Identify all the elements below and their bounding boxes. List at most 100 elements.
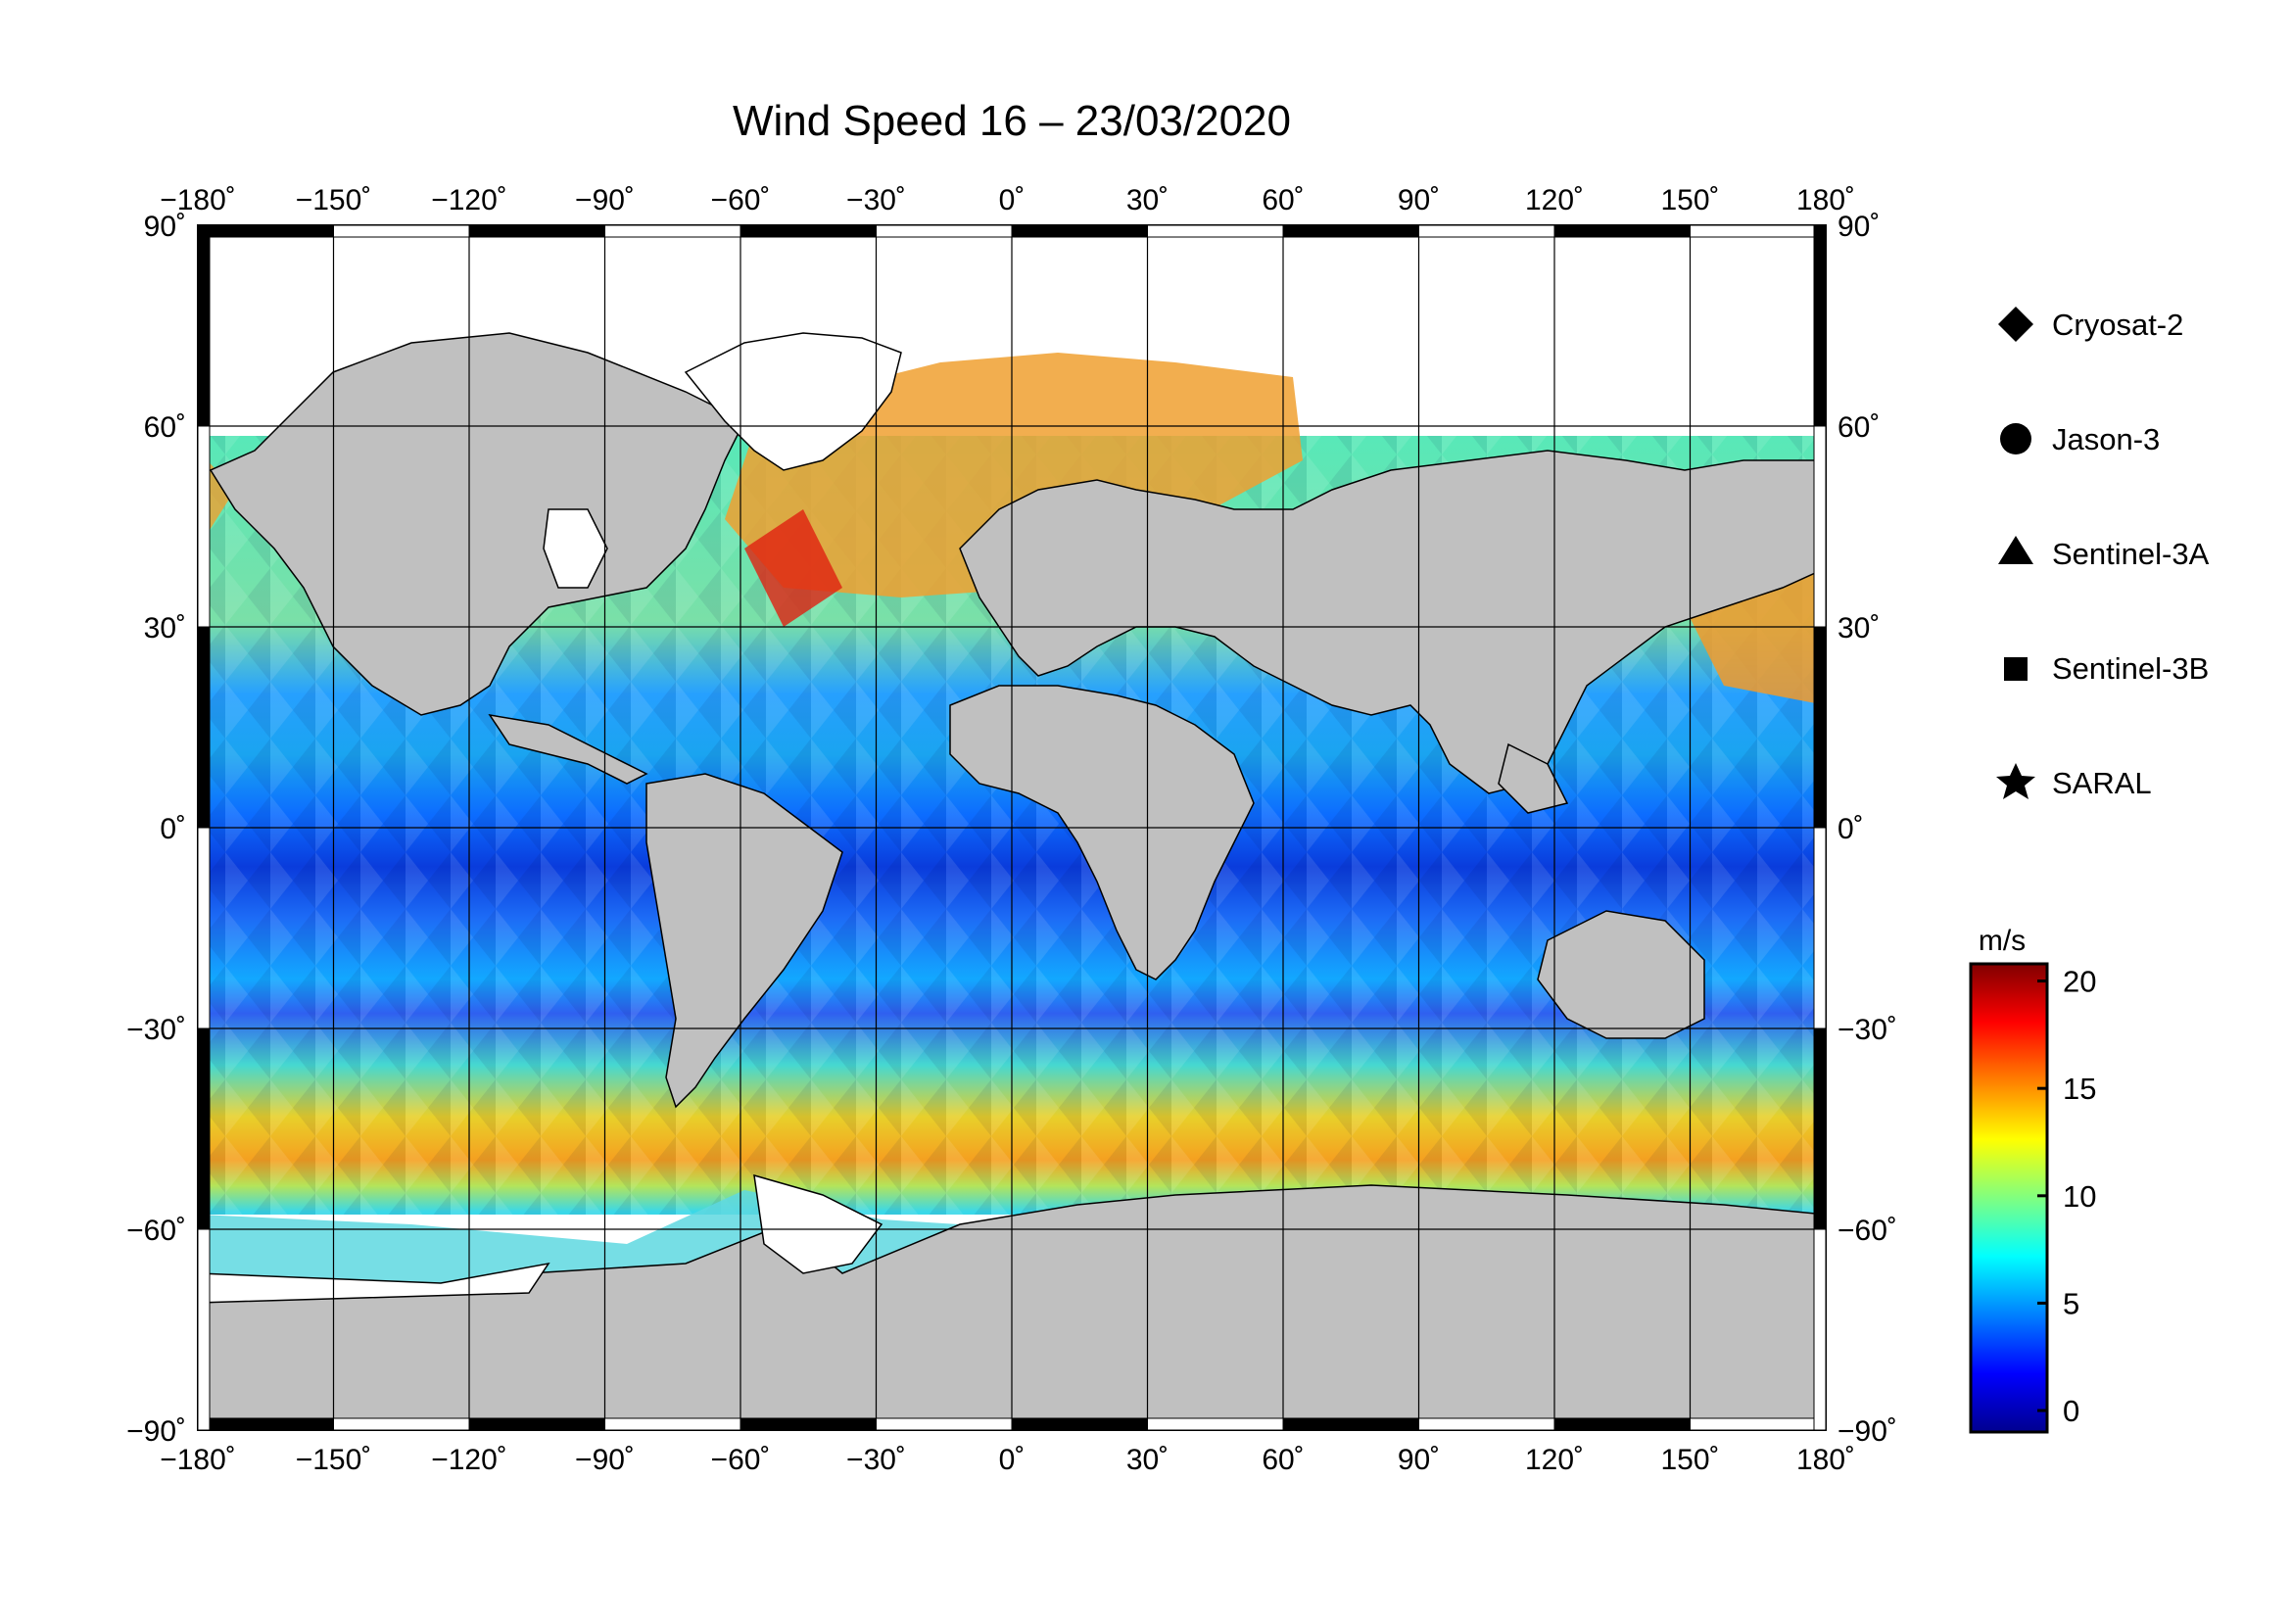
frame-bar-right [1813,224,1827,427]
lat-tick-label-left: 30˚ [144,612,186,645]
frame-bar-top [604,224,741,238]
frame-bar-right [1813,626,1827,829]
lon-tick-label-top: −60˚ [711,184,771,216]
lat-tick-label-right: −60˚ [1838,1215,1897,1247]
lat-tick-label-right: −90˚ [1838,1415,1897,1448]
legend-label-sentinel-3b: Sentinel-3B [2052,651,2209,686]
lon-tick-label-bottom: −30˚ [846,1444,906,1476]
ross-ice-shelf [198,1262,550,1304]
lon-tick-label-bottom: 180˚ [1796,1444,1855,1476]
map-content [198,225,1826,1430]
frame-bar-top [1147,224,1284,238]
frame-bar-bottom [1690,1417,1827,1431]
legend-item-sentinel-3a: Sentinel-3A [1998,536,2210,571]
lat-tick-label-left: −90˚ [126,1415,186,1448]
lon-tick-label-top: 150˚ [1660,184,1719,216]
lon-tick-label-top: −30˚ [846,184,906,216]
frame-bar-bottom [1011,1417,1148,1431]
frame-bar-left [197,827,211,1029]
frame-bar-bottom [468,1417,605,1431]
colorbar-ticks: 20 15 10 5 0 [2037,965,2096,1428]
map-title: Wind Speed 16 – 23/03/2020 [733,97,1291,145]
frame-bar-right [1813,827,1827,1029]
africa-land [949,685,1255,980]
frame-bar-left [197,224,211,427]
frame-bar-bottom [197,1417,334,1431]
lon-tick-label-bottom: 150˚ [1660,1444,1719,1476]
frame-bar-top [1690,224,1827,238]
legend-item-jason-3: Jason-3 [2000,422,2160,456]
lon-tick-label-top: −150˚ [296,184,372,216]
frame-bar-top [197,224,334,238]
frame-bar-right [1813,1228,1827,1431]
central-america-land [488,713,648,785]
frame-bar-right [1813,1027,1827,1230]
lon-tick-label-top: 0˚ [999,184,1026,216]
frame-bar-left [197,425,211,628]
square-icon [2004,657,2028,681]
graticule [198,225,1826,1430]
legend-label-saral: SARAL [2052,766,2152,800]
triangle-icon [1998,536,2033,564]
lat-tick-label-left: −30˚ [126,1014,186,1046]
lon-tick-label-top: 60˚ [1262,184,1304,216]
lat-tick-label-left: −60˚ [126,1215,186,1247]
lon-tick-label-bottom: 30˚ [1126,1444,1169,1476]
frame-bar-bottom [333,1417,470,1431]
frame-bar-bottom [740,1417,877,1431]
lon-tick-label-bottom: −60˚ [711,1444,771,1476]
hudson-bay [543,508,608,589]
diamond-icon [1998,307,2033,342]
frame-bar-top [1282,224,1419,238]
legend-label-cryosat-2: Cryosat-2 [2052,308,2183,342]
lat-tick-label-right: 0˚ [1838,813,1864,845]
star-icon [1996,763,2035,799]
lon-tick-label-bottom: −150˚ [296,1444,372,1476]
longitude-labels-top: −180˚ −150˚ −120˚ −90˚ −60˚ −30˚ 0˚ 30˚ 60˚ 90˚ 12… [160,184,1855,216]
southeast-asia-land [1498,742,1569,814]
lon-tick-label-bottom: −90˚ [575,1444,635,1476]
lon-tick-label-bottom: 120˚ [1525,1444,1584,1476]
frame-bar-left [197,626,211,829]
legend-label-sentinel-3a: Sentinel-3A [2052,537,2210,571]
frame-bar-bottom [1553,1417,1691,1431]
colorbar-tick-label: 0 [2063,1394,2079,1428]
frame-bar-top [1418,224,1555,238]
lat-tick-label-left: 0˚ [160,813,186,845]
lon-tick-label-top: −120˚ [431,184,507,216]
frame-bar-top [876,224,1013,238]
frame-bar-top [740,224,877,238]
lon-tick-label-top: 180˚ [1796,184,1855,216]
frame-bar-left [197,1228,211,1431]
lon-tick-label-bottom: 60˚ [1262,1444,1304,1476]
longitude-labels-bottom: −180˚ −150˚ −120˚ −90˚ −60˚ −30˚ 0˚ 30˚ 60˚ 90˚ 12… [160,1444,1855,1476]
frame-bar-left [197,1027,211,1230]
lat-tick-label-right: −30˚ [1838,1014,1897,1046]
lat-tick-label-left: 90˚ [144,211,186,243]
legend-item-sentinel-3b: Sentinel-3B [2004,651,2209,686]
lon-tick-label-bottom: −180˚ [160,1444,236,1476]
frame-bar-bottom [604,1417,741,1431]
lon-tick-label-top: 120˚ [1525,184,1584,216]
frame-bar-right [1813,425,1827,628]
lon-tick-label-bottom: −120˚ [431,1444,507,1476]
colorbar-tick-label: 20 [2063,965,2096,999]
lat-tick-label-right: 90˚ [1838,211,1880,243]
colorbar-tick-label: 10 [2063,1179,2096,1214]
colorbar-tick-label: 5 [2063,1286,2079,1320]
lon-tick-label-top: 90˚ [1398,184,1440,216]
frame-bar-top [333,224,470,238]
frame-bar-top [1553,224,1691,238]
legend-item-cryosat-2: Cryosat-2 [1998,307,2183,342]
lon-tick-label-bottom: 0˚ [999,1444,1026,1476]
lat-tick-label-right: 60˚ [1838,411,1880,444]
lon-tick-label-top: −90˚ [575,184,635,216]
frame-bar-top [1011,224,1148,238]
lon-tick-label-top: 30˚ [1126,184,1169,216]
frame-bar-bottom [1282,1417,1419,1431]
lon-tick-label-top: −180˚ [160,184,236,216]
map-panel: −180˚ −150˚ −120˚ −90˚ −60˚ −30˚ 0˚ 30˚ 60˚ 90˚ 12… [126,184,1897,1476]
frame-bar-bottom [1418,1417,1555,1431]
